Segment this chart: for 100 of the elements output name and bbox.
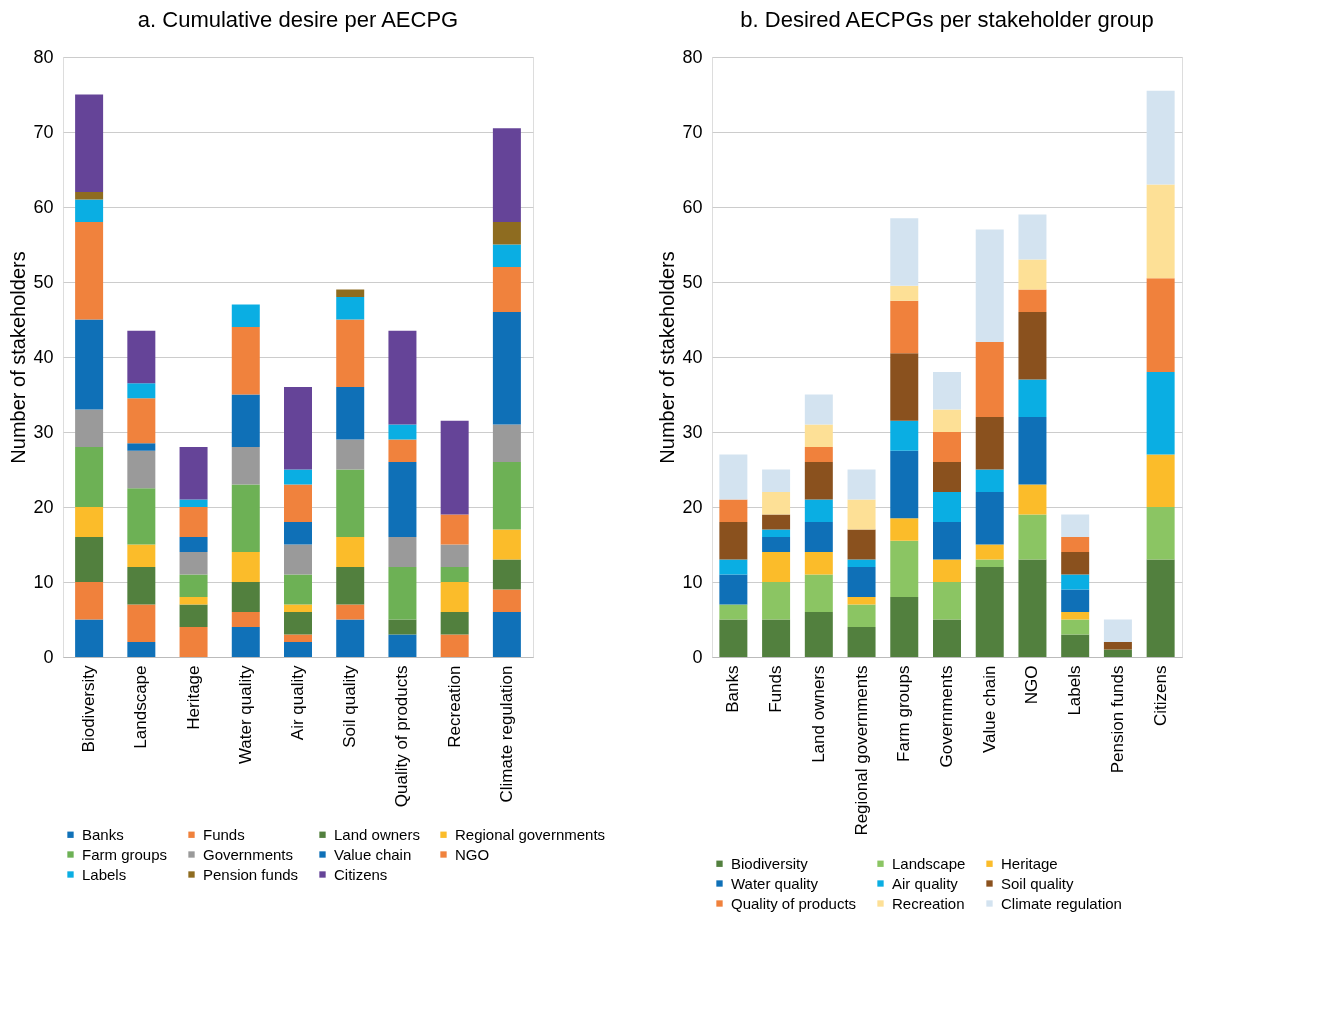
bar	[933, 462, 961, 492]
bar	[231, 394, 260, 447]
bar	[440, 567, 469, 582]
bar	[1146, 559, 1175, 657]
bar	[1146, 184, 1175, 279]
x-tick-label: Air quality	[288, 665, 307, 741]
bar	[231, 304, 260, 327]
bar	[336, 537, 365, 567]
bar	[284, 574, 312, 605]
bar	[719, 574, 748, 605]
bar	[284, 484, 312, 522]
bar	[284, 522, 312, 545]
bar	[975, 342, 1004, 417]
bar	[1018, 214, 1047, 260]
bar	[127, 330, 156, 384]
chart-title: a. Cumulative desire per AECPG	[137, 7, 459, 32]
bar	[336, 604, 365, 620]
bar	[75, 192, 104, 200]
bar	[75, 222, 104, 320]
x-tick-label: Biodiversity	[79, 665, 99, 753]
bar	[719, 619, 748, 657]
bar	[933, 582, 961, 620]
bar	[1103, 642, 1132, 650]
bar	[388, 567, 417, 620]
bar	[1061, 612, 1090, 620]
legend-label: Land owners	[334, 825, 420, 843]
bar	[284, 634, 312, 642]
legend-label: Funds	[203, 825, 245, 843]
bar	[933, 619, 961, 657]
legend-label: Regional governments	[455, 825, 606, 843]
bar	[1018, 514, 1047, 560]
bar	[762, 529, 791, 537]
bar	[75, 409, 104, 447]
bar	[75, 537, 104, 582]
bar	[975, 559, 1004, 567]
bar	[127, 604, 156, 642]
bar	[336, 619, 365, 657]
bar	[847, 499, 876, 530]
y-tick-label: 70	[682, 121, 703, 142]
bar	[440, 634, 469, 657]
bar	[762, 537, 791, 552]
bar	[975, 492, 1004, 545]
legend-label: Banks	[82, 825, 124, 843]
bar	[975, 229, 1004, 342]
legend-label: Citizens	[334, 865, 388, 883]
legend-label: Recreation	[892, 894, 965, 912]
bar	[127, 488, 156, 545]
bar	[890, 540, 919, 597]
y-tick-label: 10	[682, 571, 703, 592]
bar	[804, 447, 833, 462]
bar	[762, 582, 791, 620]
x-tick-label: NGO	[1022, 665, 1042, 705]
bar	[933, 522, 961, 560]
bar	[890, 353, 919, 421]
bar	[492, 312, 521, 425]
bar	[388, 462, 417, 537]
bar	[179, 552, 208, 575]
bar	[975, 417, 1004, 470]
bar	[284, 469, 312, 485]
bar	[890, 285, 919, 301]
x-tick-label: Climate regulation	[496, 665, 516, 803]
y-tick-label: 20	[33, 496, 54, 517]
bar	[440, 514, 469, 545]
bar	[847, 597, 876, 605]
y-tick-label: 10	[33, 571, 54, 592]
bar	[804, 394, 833, 425]
x-tick-label: Quality of products	[392, 665, 412, 808]
bar	[336, 469, 365, 537]
chart-title: b. Desired AECPGs per stakeholder group	[740, 7, 1154, 32]
bar	[1146, 90, 1175, 185]
bar	[231, 612, 260, 627]
bar	[804, 499, 833, 522]
bar	[1061, 574, 1090, 590]
bar	[75, 94, 104, 192]
bar	[388, 537, 417, 567]
y-tick-label: 80	[33, 46, 54, 67]
bar	[440, 420, 469, 515]
bar	[933, 492, 961, 522]
bar	[492, 612, 521, 657]
legend-label: Air quality	[892, 874, 959, 892]
y-tick-label: 70	[33, 121, 54, 142]
bar	[719, 604, 748, 620]
bar	[975, 544, 1004, 560]
bar	[284, 612, 312, 635]
legend-label: Pension funds	[203, 865, 299, 883]
bar	[1061, 552, 1090, 575]
x-tick-label: Governments	[937, 665, 956, 768]
bar	[1146, 278, 1175, 372]
x-tick-label: Pension funds	[1107, 665, 1127, 774]
bar	[804, 424, 833, 447]
y-tick-label: 50	[682, 271, 703, 292]
bar	[890, 420, 919, 451]
bar	[1018, 379, 1047, 417]
bar	[127, 642, 156, 657]
legend-label: Labels	[82, 865, 127, 883]
bar	[492, 462, 521, 530]
x-tick-label: Funds	[766, 665, 786, 713]
bar	[75, 582, 104, 620]
bar	[1018, 312, 1047, 380]
y-tick-label: 80	[682, 46, 703, 67]
